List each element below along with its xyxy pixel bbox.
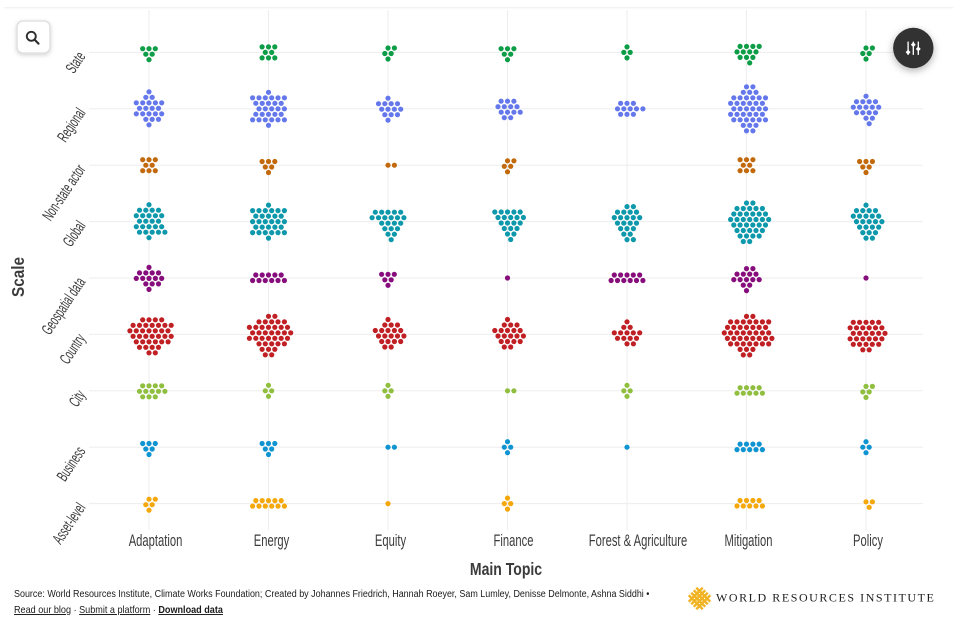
- svg-text:Main Topic: Main Topic: [470, 559, 542, 579]
- svg-text:Source: World Resources Instit: Source: World Resources Institute, Clima…: [14, 588, 649, 599]
- svg-text:Energy: Energy: [254, 532, 290, 551]
- svg-text:Scale: Scale: [8, 257, 28, 297]
- svg-text:Finance: Finance: [494, 532, 534, 551]
- svg-text:Policy: Policy: [853, 532, 884, 551]
- svg-text:Mitigation: Mitigation: [725, 532, 773, 551]
- svg-text:Read our blog · Submit a platf: Read our blog · Submit a platform · Down…: [14, 605, 224, 616]
- svg-text:Adaptation: Adaptation: [129, 532, 183, 551]
- svg-text:WORLD RESOURCES INSTITUTE: WORLD RESOURCES INSTITUTE: [716, 591, 935, 605]
- svg-text:Forest & Agriculture: Forest & Agriculture: [589, 532, 687, 551]
- svg-text:Equity: Equity: [375, 532, 407, 551]
